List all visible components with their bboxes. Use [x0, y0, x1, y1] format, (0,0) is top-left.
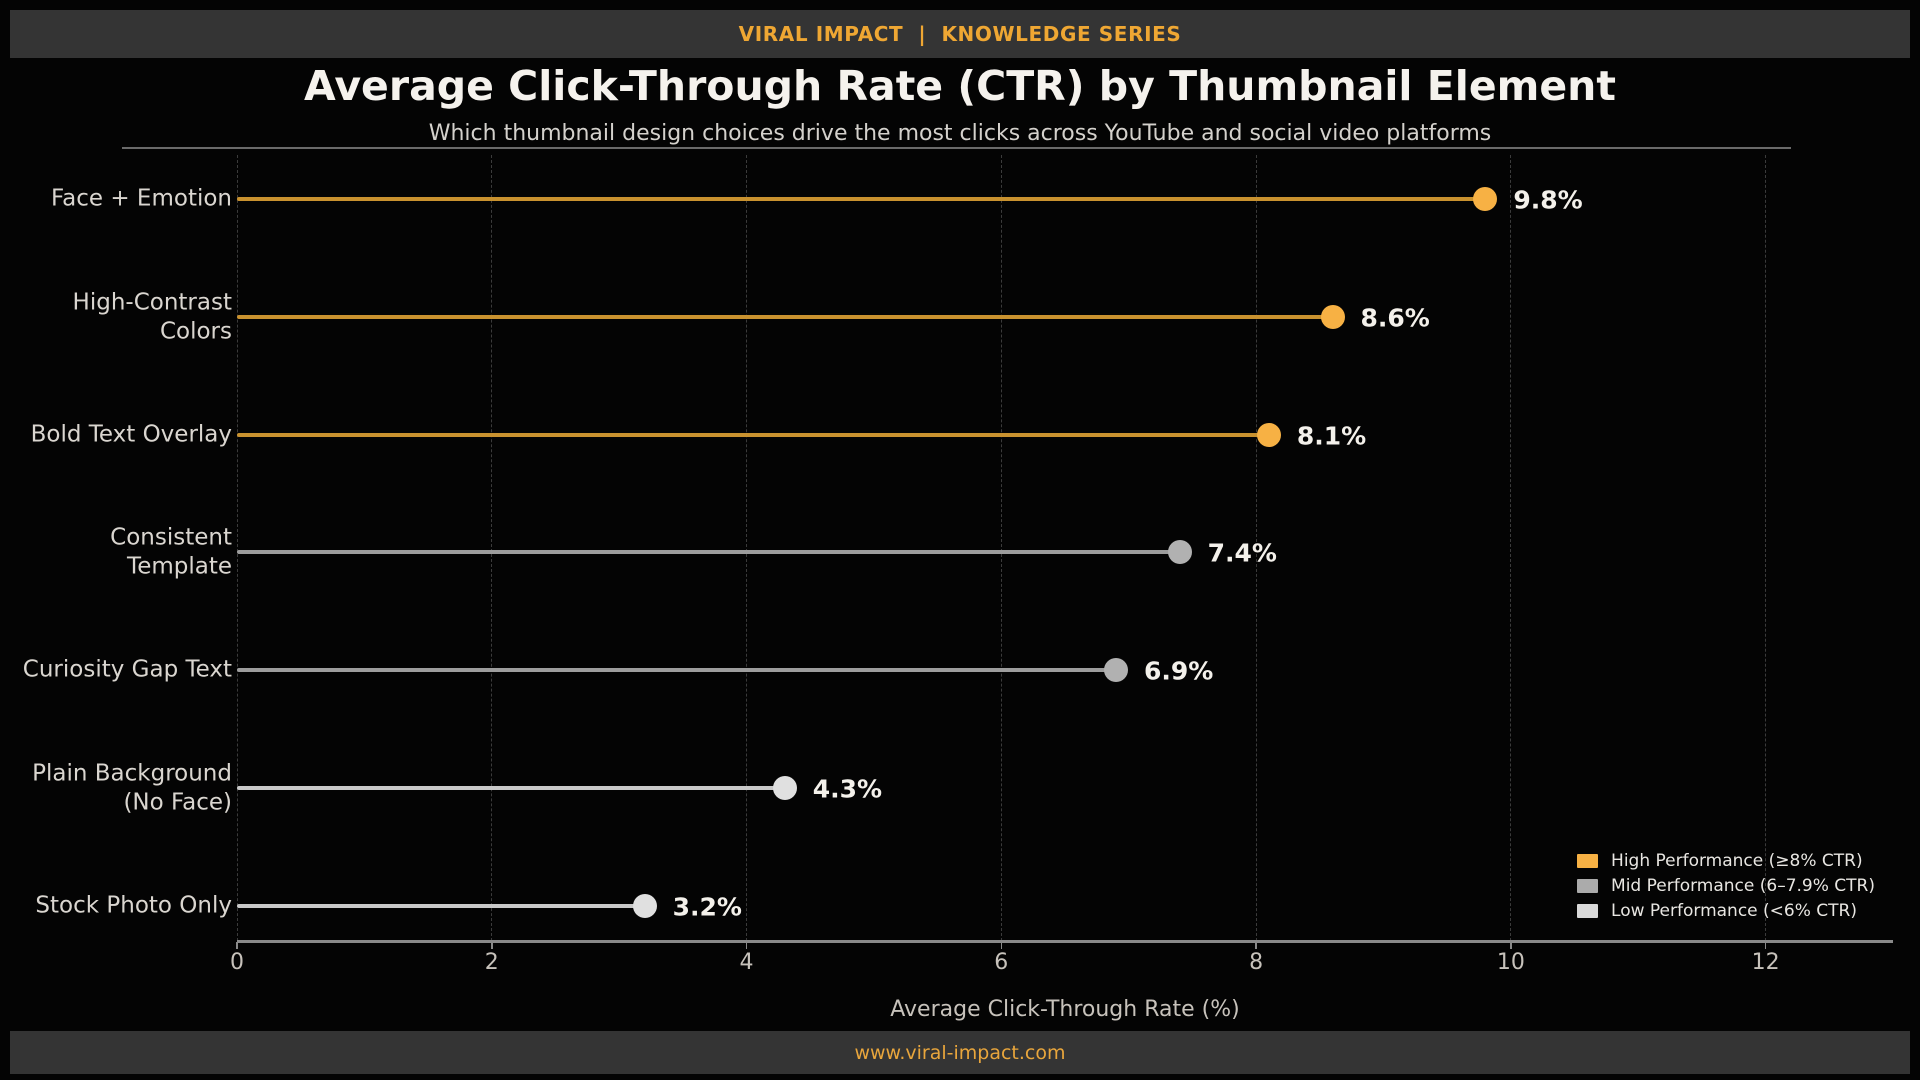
x-tick-mark: [491, 942, 493, 949]
x-gridline: [1765, 155, 1767, 941]
x-tick-label: 8: [1249, 950, 1264, 975]
lollipop-stem: [237, 903, 645, 908]
legend-item: Mid Performance (6–7.9% CTR): [1577, 876, 1875, 896]
footer-url: www.viral-impact.com: [854, 1041, 1066, 1064]
value-label: 6.9%: [1143, 656, 1214, 686]
category-label: Face + Emotion: [51, 185, 232, 212]
lollipop-dot: [1103, 658, 1128, 683]
x-tick-mark: [1255, 942, 1257, 949]
lollipop-dot: [1256, 422, 1281, 447]
x-tick-mark: [236, 942, 238, 949]
x-tick-mark: [1764, 942, 1767, 949]
x-gridline: [1255, 155, 1257, 941]
chart-subtitle: Which thumbnail design choices drive the…: [428, 121, 1492, 146]
x-tick-label: 6: [994, 950, 1009, 975]
lollipop-stem: [237, 314, 1333, 319]
value-label: 9.8%: [1513, 185, 1583, 215]
legend-item: Low Performance (<6% CTR): [1577, 901, 1875, 921]
lollipop-stem: [237, 786, 785, 791]
footer-bar: www.viral-impact.com: [10, 1031, 1910, 1074]
x-gridline: [746, 155, 748, 941]
legend: High Performance (≥8% CTR) Mid Performanc…: [1577, 851, 1875, 921]
x-gridline: [491, 155, 493, 941]
header-bar: VIRAL IMPACT | KNOWLEDGE SERIES: [10, 10, 1910, 58]
x-tick-label: 2: [484, 950, 499, 975]
brand-text: VIRAL IMPACT | KNOWLEDGE SERIES: [738, 22, 1182, 46]
category-label: Stock Photo Only: [35, 892, 232, 919]
legend-swatch-high: [1577, 854, 1599, 868]
value-label: 7.4%: [1207, 538, 1277, 568]
legend-label: High Performance (≥8% CTR): [1611, 851, 1863, 871]
x-gridline: [1510, 155, 1512, 941]
legend-item: High Performance (≥8% CTR): [1577, 851, 1875, 871]
chart-title: Average Click-Through Rate (CTR) by Thum…: [304, 62, 1616, 110]
lollipop-dot: [632, 893, 657, 918]
value-label: 3.2%: [672, 892, 742, 922]
legend-label: Mid Performance (6–7.9% CTR): [1611, 876, 1875, 896]
title-separator: [122, 147, 1791, 149]
lollipop-dot: [772, 776, 797, 801]
x-tick-label: 10: [1496, 950, 1525, 975]
legend-swatch-mid: [1577, 879, 1599, 893]
category-label: Plain Background (No Face): [32, 760, 232, 816]
x-gridline: [1000, 155, 1002, 941]
category-label: Bold Text Overlay: [30, 421, 232, 448]
category-label: Consistent Template: [110, 524, 232, 580]
value-label: 4.3%: [812, 774, 883, 804]
x-tick-label: 4: [739, 950, 754, 975]
category-label: Curiosity Gap Text: [22, 656, 232, 683]
x-tick-mark: [1000, 942, 1003, 949]
value-label: 8.6%: [1360, 303, 1430, 333]
x-tick-label: 0: [230, 950, 244, 975]
lollipop-stem: [237, 197, 1486, 201]
legend-swatch-low: [1577, 904, 1599, 918]
lollipop-dot: [1320, 304, 1345, 329]
lollipop-stem: [237, 432, 1269, 437]
lollipop-dot: [1473, 187, 1498, 211]
value-label: 8.1%: [1296, 421, 1367, 451]
x-axis-title: Average Click-Through Rate (%): [890, 997, 1240, 1022]
x-gridline: [236, 155, 238, 941]
x-tick-mark: [745, 942, 748, 949]
legend-label: Low Performance (<6% CTR): [1611, 901, 1857, 921]
x-tick-mark: [1510, 942, 1512, 949]
lollipop-stem: [237, 550, 1180, 555]
lollipop-stem: [237, 668, 1116, 673]
category-label: High-Contrast Colors: [72, 289, 232, 344]
lollipop-dot: [1167, 540, 1192, 565]
x-axis-line: [237, 940, 1893, 943]
x-tick-label: 12: [1751, 950, 1780, 975]
